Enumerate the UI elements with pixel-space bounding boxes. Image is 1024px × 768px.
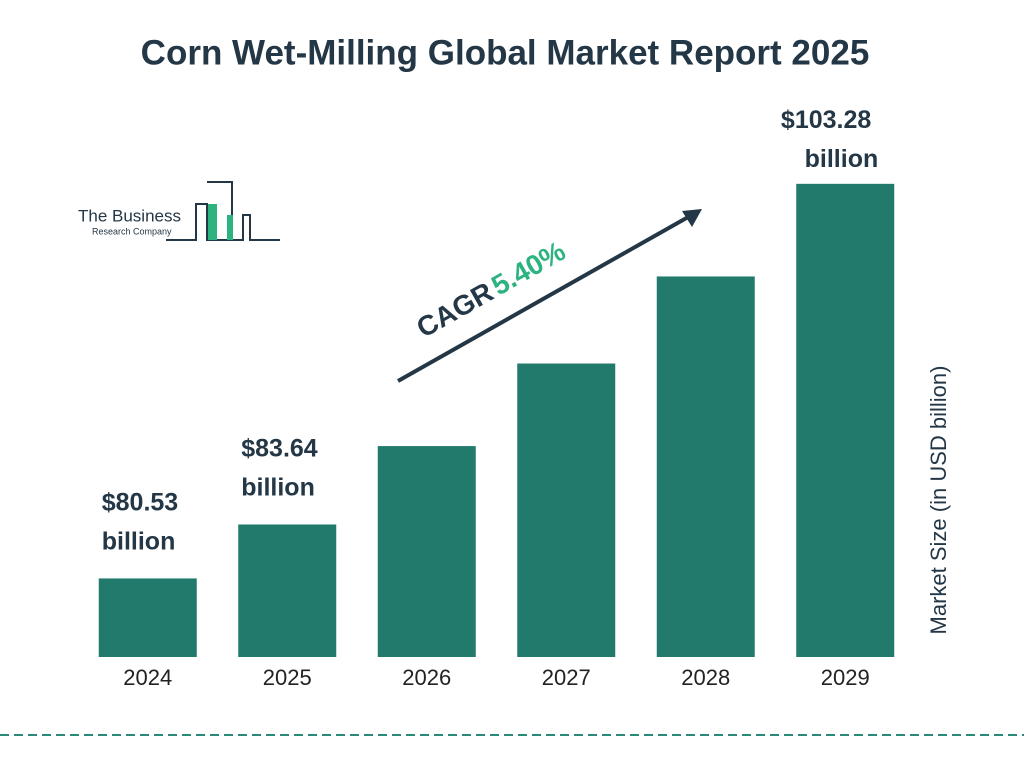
x-tick-label: 2025 (263, 665, 312, 690)
logo: The Business Research Company (78, 181, 280, 241)
logo-line1: The Business (78, 206, 181, 225)
x-tick-label: 2024 (123, 665, 172, 690)
bar (796, 183, 895, 657)
logo-bar (208, 204, 217, 240)
value-label: $80.53 billion (102, 488, 185, 555)
y-axis-label: Market Size (in USD billion) (926, 366, 951, 635)
x-tick-label: 2026 (402, 665, 451, 690)
bar (656, 276, 755, 657)
x-tick-label: 2029 (821, 665, 870, 690)
value-label: $103.28 billion (781, 105, 878, 172)
logo-outline (166, 181, 280, 241)
bar (377, 446, 476, 657)
x-tick-label: 2028 (681, 665, 730, 690)
cagr-arrow (397, 214, 691, 383)
chart-title: Corn Wet-Milling Global Market Report 20… (141, 33, 870, 72)
bar (98, 578, 197, 657)
cagr-arrowhead (682, 209, 702, 227)
bar (517, 363, 616, 657)
value-label: $83.64 billion (241, 434, 324, 501)
logo-bar (227, 215, 233, 240)
bar (238, 524, 337, 657)
x-tick-label: 2027 (542, 665, 591, 690)
logo-line2: Research Company (92, 226, 172, 236)
